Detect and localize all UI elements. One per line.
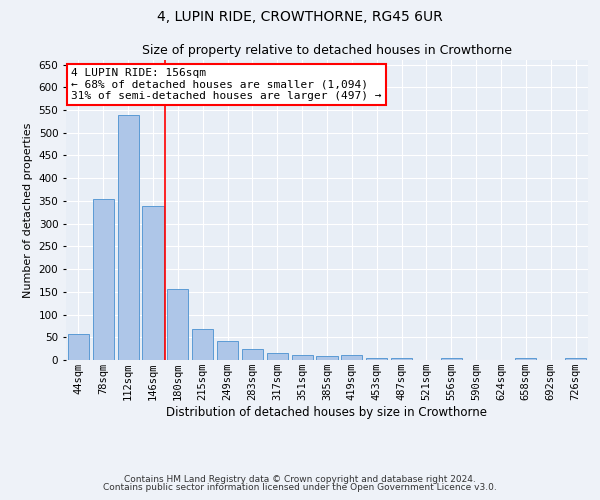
Bar — [93, 198, 114, 360]
Bar — [118, 114, 139, 360]
X-axis label: Distribution of detached houses by size in Crowthorne: Distribution of detached houses by size … — [167, 406, 487, 419]
Bar — [391, 358, 412, 360]
Bar — [267, 353, 288, 360]
Text: 4 LUPIN RIDE: 156sqm
← 68% of detached houses are smaller (1,094)
31% of semi-de: 4 LUPIN RIDE: 156sqm ← 68% of detached h… — [71, 68, 382, 100]
Bar — [142, 206, 164, 360]
Bar — [242, 348, 263, 360]
Bar — [192, 329, 213, 360]
Bar — [68, 334, 89, 360]
Bar — [217, 341, 238, 360]
Bar — [167, 288, 188, 360]
Bar — [515, 358, 536, 360]
Bar — [316, 356, 338, 360]
Bar — [565, 358, 586, 360]
Text: Contains public sector information licensed under the Open Government Licence v3: Contains public sector information licen… — [103, 483, 497, 492]
Bar — [341, 356, 362, 360]
Bar — [441, 358, 462, 360]
Bar — [292, 356, 313, 360]
Y-axis label: Number of detached properties: Number of detached properties — [23, 122, 33, 298]
Text: 4, LUPIN RIDE, CROWTHORNE, RG45 6UR: 4, LUPIN RIDE, CROWTHORNE, RG45 6UR — [157, 10, 443, 24]
Text: Contains HM Land Registry data © Crown copyright and database right 2024.: Contains HM Land Registry data © Crown c… — [124, 475, 476, 484]
Bar — [366, 358, 387, 360]
Title: Size of property relative to detached houses in Crowthorne: Size of property relative to detached ho… — [142, 44, 512, 58]
